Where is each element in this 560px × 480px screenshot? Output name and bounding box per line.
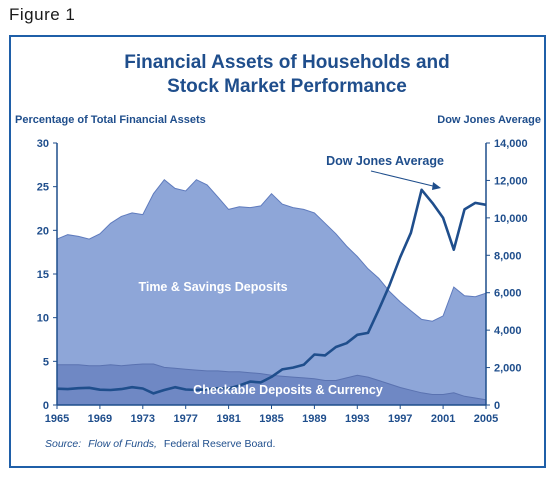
x-tick-label: 1973 xyxy=(131,413,155,425)
chart-title-line-1: Financial Assets of Households and xyxy=(124,52,450,73)
axes-layer: 0 5 10 15 20 25 30 0 2,000 4,000 6,000 8,000 10,000 1… xyxy=(37,138,528,425)
y-left-axis-label: Percentage of Total Financial Assets xyxy=(15,114,206,126)
x-tick-label: 1965 xyxy=(45,413,69,425)
y-left-tick-label: 10 xyxy=(37,313,49,325)
y-right-tick-label: 14,000 xyxy=(494,138,528,150)
figure-label: Figure 1 xyxy=(9,5,76,24)
source-note: Source: Flow of Funds, Federal Reserve B… xyxy=(45,438,275,450)
dow-layer xyxy=(56,188,487,395)
x-tick-label: 2001 xyxy=(431,413,455,425)
chart: Financial Assets of Households and Stock… xyxy=(15,52,541,450)
y-left-tick-label: 5 xyxy=(43,356,49,368)
y-left-tick-label: 25 xyxy=(37,182,49,194)
x-tick-label: 1997 xyxy=(388,413,412,425)
y-right-tick-label: 10,000 xyxy=(494,213,528,225)
series-line-dow-jones xyxy=(56,188,487,395)
area-time-savings-deposits xyxy=(56,178,487,406)
y-right-tick-label: 12,000 xyxy=(494,175,528,187)
x-tick-label: 1989 xyxy=(302,413,326,425)
x-tick-label: 2005 xyxy=(474,413,498,425)
x-tick-label: 1993 xyxy=(345,413,369,425)
x-tick-label: 1977 xyxy=(173,413,197,425)
source-italic: Flow of Funds, xyxy=(88,438,157,450)
y-right-axis-label: Dow Jones Average xyxy=(437,114,541,126)
source-prefix: Source: xyxy=(45,438,81,450)
area-layer xyxy=(56,178,487,406)
y-left-tick-label: 30 xyxy=(37,138,49,150)
x-tick-label: 1985 xyxy=(259,413,283,425)
y-right-tick-label: 2,000 xyxy=(494,363,522,375)
chart-frame: Financial Assets of Households and Stock… xyxy=(9,35,546,468)
y-right-tick-label: 8,000 xyxy=(494,250,522,262)
dow-annotation-label: Dow Jones Average xyxy=(326,154,444,168)
area-label-checkable: Checkable Deposits & Currency xyxy=(193,383,383,397)
y-right-tick-label: 0 xyxy=(494,400,500,412)
y-left-tick-label: 0 xyxy=(43,400,49,412)
dow-annotation-arrow xyxy=(370,170,441,190)
x-tick-label: 1981 xyxy=(216,413,240,425)
x-tick-label: 1969 xyxy=(88,413,112,425)
y-left-tick-label: 20 xyxy=(37,225,49,237)
area-label-time-savings: Time & Savings Deposits xyxy=(138,280,287,294)
y-right-tick-label: 6,000 xyxy=(494,288,522,300)
y-left-tick-label: 15 xyxy=(37,269,49,281)
area-checkable-deposits-currency xyxy=(56,363,487,406)
y-right-tick-label: 4,000 xyxy=(494,325,522,337)
chart-title-line-2: Stock Market Performance xyxy=(167,76,407,97)
source-rest: Federal Reserve Board. xyxy=(164,438,275,450)
